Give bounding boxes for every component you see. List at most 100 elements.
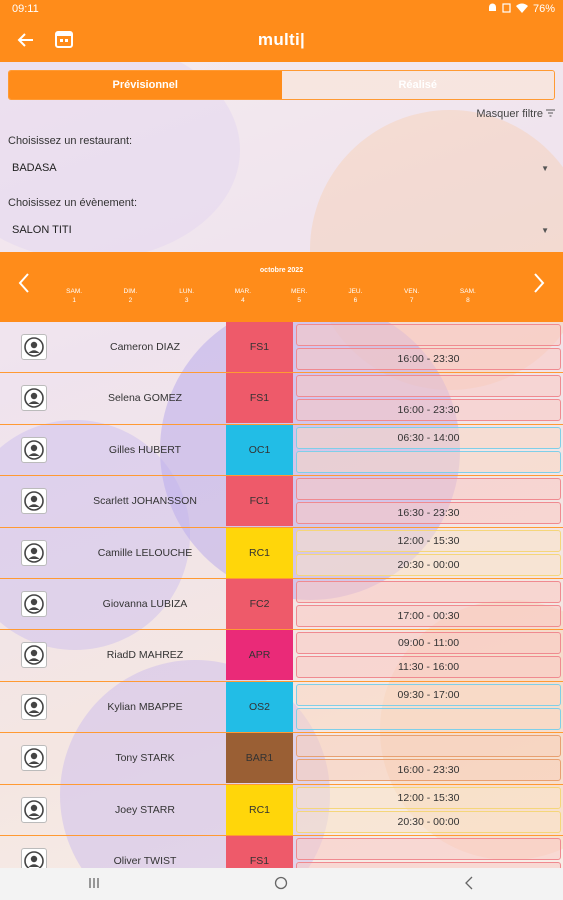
- restaurant-value: BADASA: [12, 162, 57, 174]
- shift-slot[interactable]: 16:00 - 23:30: [296, 348, 561, 370]
- poste-badge[interactable]: RC1: [226, 527, 293, 578]
- event-value: SALON TITI: [12, 224, 72, 236]
- day-column[interactable]: SAM. 8: [459, 288, 476, 304]
- day-column[interactable]: LUN. 3: [179, 288, 195, 304]
- shift-slot[interactable]: [296, 478, 561, 501]
- staff-name: Camille LELOUCHE: [97, 546, 193, 559]
- wifi-icon: [515, 3, 528, 16]
- shift-slot[interactable]: 11:30 - 16:00: [296, 656, 561, 679]
- shift-slot[interactable]: [296, 324, 561, 346]
- back-icon[interactable]: [449, 876, 489, 893]
- status-bar: 09:11 76%: [0, 0, 563, 18]
- system-navigation-bar: [0, 868, 563, 900]
- staff-name: Scarlett JOHANSSON: [93, 495, 197, 508]
- poste-badge[interactable]: FS1: [226, 373, 293, 424]
- shift-slot[interactable]: 20:30 - 00:00: [296, 553, 561, 576]
- month-label: octobre 2022: [259, 267, 304, 274]
- week-navigator: octobre 2022 SAM. 1 DIM. 2 LUN. 3 MAR. 4 MER…: [0, 252, 563, 322]
- avatar-icon: [21, 539, 47, 566]
- avatar-icon: [21, 334, 47, 360]
- shift-slot[interactable]: 06:30 - 14:00: [296, 426, 561, 449]
- poste-badge[interactable]: OC1: [226, 424, 293, 475]
- shift-slot[interactable]: 20:30 - 00:00: [296, 810, 561, 833]
- calendar-icon[interactable]: [54, 29, 76, 51]
- week-days: SAM. 1 DIM. 2 LUN. 3 MAR. 4 MER. 5 JEU. 6 VEN.…: [46, 287, 496, 305]
- tab-realise[interactable]: Réalisé: [281, 71, 554, 99]
- shift-slot[interactable]: 12:00 - 15:30: [296, 529, 561, 552]
- day-column[interactable]: DIM. 2: [123, 288, 138, 304]
- staff-row[interactable]: RiadD MAHREZ APR 09:00 - 11:00 11:30 - 1…: [0, 630, 563, 682]
- tab-previsionnel[interactable]: Prévisionnel: [9, 71, 282, 99]
- shift-slot[interactable]: [296, 735, 561, 758]
- staff-row[interactable]: Joey STARR RC1 12:00 - 15:30 20:30 - 00:…: [0, 784, 563, 836]
- staff-row[interactable]: Giovanna LUBIZA FC2 17:00 - 00:30: [0, 578, 563, 631]
- shift-slot[interactable]: 16:30 - 23:30: [296, 502, 561, 525]
- event-label: Choisissez un évènement:: [8, 197, 138, 209]
- shift-slot[interactable]: [296, 707, 561, 730]
- staff-row[interactable]: Cameron DIAZ FS1 16:00 - 23:30: [0, 322, 563, 374]
- staff-name: Giovanna LUBIZA: [102, 597, 188, 610]
- shift-slot[interactable]: 09:30 - 17:00: [296, 683, 561, 706]
- staff-name: Selena GOMEZ: [107, 392, 183, 405]
- status-icons: 76%: [488, 2, 555, 16]
- avatar-icon: [21, 693, 47, 720]
- avatar-icon: [21, 385, 47, 412]
- notification-icon: [488, 3, 497, 16]
- staff-name: Tony STARK: [115, 752, 175, 765]
- recent-apps-icon[interactable]: [74, 876, 114, 892]
- avatar-icon: [21, 796, 47, 823]
- avatar-icon: [21, 436, 47, 463]
- back-arrow-icon[interactable]: [14, 28, 38, 52]
- day-column[interactable]: MER. 5: [291, 288, 308, 304]
- avatar-icon: [21, 488, 47, 515]
- previous-week-chevron-icon[interactable]: [12, 272, 36, 302]
- staff-name: Gilles HUBERT: [108, 443, 182, 456]
- avatar-icon: [21, 745, 47, 772]
- poste-badge[interactable]: FC2: [226, 578, 293, 629]
- avatar-icon: [21, 590, 47, 617]
- app-logo: multi|: [257, 30, 306, 49]
- poste-badge[interactable]: FC1: [226, 476, 293, 527]
- shift-slot[interactable]: [296, 580, 561, 603]
- shift-slot[interactable]: [296, 375, 561, 398]
- staff-name: Kylian MBAPPE: [107, 700, 183, 713]
- poste-badge[interactable]: RC1: [226, 784, 293, 835]
- staff-row[interactable]: Kylian MBAPPE OS2 09:30 - 17:00: [0, 681, 563, 734]
- tab-bar: Prévisionnel Réalisé: [8, 70, 555, 100]
- restaurant-select[interactable]: BADASA ▼: [8, 156, 555, 180]
- poste-badge[interactable]: BAR1: [226, 733, 293, 784]
- next-week-chevron-icon[interactable]: [527, 272, 551, 302]
- shift-slot[interactable]: [296, 450, 561, 473]
- shift-slot[interactable]: 09:00 - 11:00: [296, 632, 561, 655]
- shift-slot[interactable]: 17:00 - 00:30: [296, 604, 561, 627]
- staff-row[interactable]: Scarlett JOHANSSON FC1 16:30 - 23:30: [0, 476, 563, 528]
- poste-badge[interactable]: OS2: [226, 681, 293, 732]
- nfc-icon: [502, 2, 511, 16]
- day-column[interactable]: VEN. 7: [404, 288, 420, 304]
- day-column[interactable]: JEU. 6: [348, 288, 363, 304]
- staff-name: Cameron DIAZ: [109, 341, 181, 353]
- poste-badge[interactable]: FS1: [226, 322, 293, 372]
- staff-row[interactable]: Gilles HUBERT OC1 06:30 - 14:00: [0, 424, 563, 477]
- event-select[interactable]: SALON TITI ▼: [8, 218, 555, 242]
- avatar-icon: [21, 642, 47, 669]
- dropdown-arrow-icon: ▼: [541, 163, 549, 173]
- shift-slot[interactable]: 16:00 - 23:30: [296, 399, 561, 422]
- day-column[interactable]: SAM. 1: [66, 288, 83, 304]
- hide-filter-label: Masquer filtre: [476, 108, 543, 120]
- staff-row[interactable]: Selena GOMEZ FS1 16:00 - 23:30: [0, 373, 563, 425]
- staff-row[interactable]: Camille LELOUCHE RC1 12:00 - 15:30 20:30…: [0, 527, 563, 579]
- app-bar: multi|: [0, 18, 563, 62]
- shift-slot[interactable]: 12:00 - 15:30: [296, 786, 561, 809]
- filter-icon: [546, 108, 555, 120]
- shift-slot[interactable]: [296, 837, 561, 860]
- dropdown-arrow-icon: ▼: [541, 225, 549, 235]
- battery-percentage: 76%: [532, 3, 555, 15]
- hide-filter-button[interactable]: Masquer filtre: [476, 108, 555, 120]
- day-column[interactable]: MAR. 4: [234, 288, 251, 304]
- shift-slot[interactable]: 16:00 - 23:30: [296, 759, 561, 782]
- staff-row[interactable]: Tony STARK BAR1 16:00 - 23:30: [0, 733, 563, 785]
- home-icon[interactable]: [261, 876, 301, 893]
- staff-name: Joey STARR: [115, 803, 175, 816]
- poste-badge[interactable]: APR: [226, 630, 293, 681]
